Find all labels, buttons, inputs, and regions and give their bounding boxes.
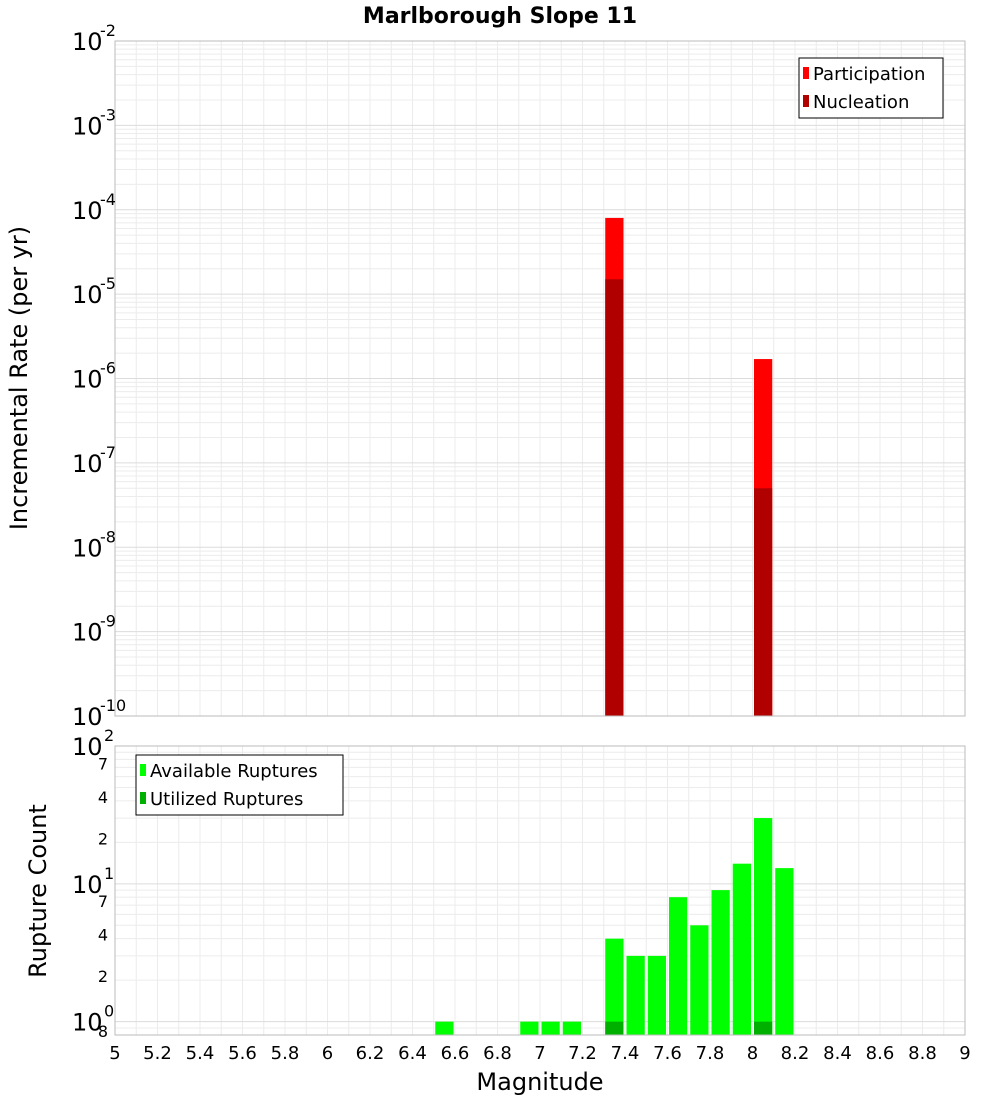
count-bar-0-7_95 bbox=[732, 863, 751, 1035]
count-y-minor-tick-3: 7 bbox=[98, 892, 108, 911]
rate-y-tick-exp-6: -4 bbox=[100, 190, 116, 209]
x-tick-3: 5.6 bbox=[228, 1043, 257, 1064]
x-tick-7: 6.4 bbox=[398, 1043, 427, 1064]
participation-legend-label: Participation bbox=[813, 64, 925, 85]
count-y-tick-exp-1: 1 bbox=[104, 864, 114, 883]
count-bar-0-7_15 bbox=[562, 1021, 581, 1035]
count-y-tick-1: 10 bbox=[72, 871, 103, 899]
count-y-minor-tick-2: 4 bbox=[98, 926, 108, 945]
rate-y-tick-exp-4: -6 bbox=[100, 359, 116, 378]
count-bar-0-7_45 bbox=[626, 955, 645, 1035]
x-tick-12: 7.4 bbox=[611, 1043, 640, 1064]
count-bar-0-7_05 bbox=[541, 1021, 560, 1035]
x-tick-8: 6.6 bbox=[441, 1043, 470, 1064]
x-tick-15: 8 bbox=[747, 1043, 758, 1064]
available-ruptures-legend-label: Available Ruptures bbox=[150, 761, 318, 782]
count-y-minor-tick-6: 7 bbox=[98, 754, 108, 773]
count-y-minor-tick-4: 2 bbox=[98, 829, 108, 848]
count-bar-0-7_75 bbox=[690, 925, 709, 1035]
count-bar-0-7_35 bbox=[605, 938, 624, 1035]
count-y-minor-tick-1: 2 bbox=[98, 967, 108, 986]
rate-y-tick-3: 10 bbox=[72, 450, 103, 478]
x-tick-16: 8.2 bbox=[781, 1043, 810, 1064]
count-bar-0-7_65 bbox=[669, 897, 688, 1035]
rate-legend-box bbox=[798, 57, 944, 119]
x-tick-2: 5.4 bbox=[186, 1043, 215, 1064]
x-ticks: 5 5.2 5.4 5.6 5.8 6 6.2 6.4 6.6 6.8 7 7.2 7.4 7.6 7.8 8… bbox=[109, 1043, 970, 1064]
rate-y-tick-0: 10 bbox=[72, 703, 103, 731]
rate-y-tick-7: 10 bbox=[72, 112, 103, 140]
rate-y-tick-exp-2: -8 bbox=[100, 527, 116, 546]
rate-legend: Participation Nucleation bbox=[798, 57, 944, 119]
rate-y-tick-6: 10 bbox=[72, 197, 103, 225]
count-y-tick-0: 10 bbox=[72, 1009, 103, 1037]
available-ruptures-legend-swatch bbox=[140, 764, 146, 776]
x-tick-5: 6 bbox=[322, 1043, 333, 1064]
x-tick-18: 8.6 bbox=[866, 1043, 895, 1064]
rate-grid bbox=[114, 40, 966, 717]
rate-y-tick-exp-1: -9 bbox=[100, 612, 116, 631]
x-tick-14: 7.8 bbox=[696, 1043, 725, 1064]
rate-y-tick-exp-5: -5 bbox=[100, 274, 116, 293]
count-y-minor-tick-5: 4 bbox=[98, 788, 108, 807]
x-tick-6: 6.2 bbox=[356, 1043, 385, 1064]
x-tick-0: 5 bbox=[109, 1043, 120, 1064]
x-axis-label: Magnitude bbox=[476, 1068, 603, 1096]
utilized-ruptures-legend-swatch bbox=[140, 792, 146, 804]
rate-bar-1-7_35 bbox=[605, 279, 624, 716]
rate-y-tick-2: 10 bbox=[72, 534, 103, 562]
count-bar-0-6_95 bbox=[520, 1021, 539, 1035]
x-tick-10: 7 bbox=[534, 1043, 545, 1064]
x-tick-13: 7.6 bbox=[653, 1043, 682, 1064]
count-legend: Available Ruptures Utilized Ruptures bbox=[135, 754, 344, 816]
x-tick-9: 6.8 bbox=[483, 1043, 512, 1064]
chart-title: Marlborough Slope 11 bbox=[363, 4, 637, 29]
count-bar-0-7_55 bbox=[647, 955, 666, 1035]
rate-y-tick-exp-0: -10 bbox=[100, 696, 126, 715]
count-legend-box bbox=[135, 754, 344, 816]
count-bar-1-8_05 bbox=[754, 1021, 773, 1035]
count-bar-0-6_55 bbox=[435, 1021, 454, 1035]
count-y-tick-exp-0: 0 bbox=[104, 1002, 114, 1021]
utilized-ruptures-legend-label: Utilized Ruptures bbox=[150, 789, 303, 810]
count-plot-frame bbox=[114, 745, 966, 1036]
rate-bars bbox=[605, 217, 773, 716]
count-bar-1-7_35 bbox=[605, 1021, 624, 1035]
x-tick-11: 7.2 bbox=[568, 1043, 597, 1064]
rate-y-axis-label: Incremental Rate (per yr) bbox=[5, 226, 33, 530]
rate-y-tick-4: 10 bbox=[72, 366, 103, 394]
rate-y-tick-5: 10 bbox=[72, 281, 103, 309]
count-y-tick-exp-2: 2 bbox=[104, 726, 114, 745]
rate-y-tick-exp-7: -3 bbox=[100, 105, 116, 124]
count-bar-0-7_85 bbox=[711, 890, 730, 1035]
rate-bar-1-8_05 bbox=[754, 488, 773, 716]
count-bars bbox=[435, 818, 794, 1035]
nucleation-legend-label: Nucleation bbox=[813, 92, 909, 113]
rate-plot-frame bbox=[114, 40, 966, 717]
rate-y-tick-exp-8: -2 bbox=[100, 21, 116, 40]
x-tick-1: 5.2 bbox=[143, 1043, 172, 1064]
rate-y-tick-exp-3: -7 bbox=[100, 443, 116, 462]
x-tick-20: 9 bbox=[959, 1043, 970, 1064]
rate-y-tick-1: 10 bbox=[72, 619, 103, 647]
rate-y-tick-8: 10 bbox=[72, 28, 103, 56]
x-tick-4: 5.8 bbox=[271, 1043, 300, 1064]
count-y-tick-2: 10 bbox=[72, 733, 103, 761]
count-bar-0-8_05 bbox=[754, 818, 773, 1035]
x-tick-17: 8.4 bbox=[823, 1043, 852, 1064]
nucleation-legend-swatch bbox=[803, 95, 809, 107]
count-y-minor-tick-0: 8 bbox=[98, 1022, 108, 1041]
participation-legend-swatch bbox=[803, 67, 809, 79]
count-y-axis-label: Rupture Count bbox=[24, 804, 52, 978]
count-bar-0-8_15 bbox=[775, 868, 794, 1035]
x-tick-19: 8.8 bbox=[908, 1043, 937, 1064]
